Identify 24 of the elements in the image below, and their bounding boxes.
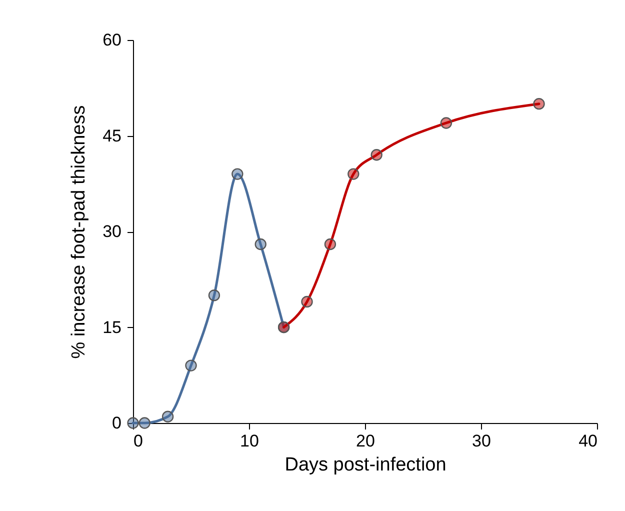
- point: [138, 417, 150, 429]
- y-tick-label: 60: [102, 30, 122, 50]
- point: [254, 238, 266, 250]
- point: [533, 98, 545, 110]
- x-tick-label: 10: [240, 432, 259, 450]
- y-axis-title: % increase foot-pad thickness: [68, 105, 90, 359]
- x-axis-title: Days post-infection: [284, 454, 446, 476]
- point: [162, 410, 174, 422]
- x-tick-label: 30: [472, 432, 491, 450]
- point: [324, 238, 336, 250]
- x-tick-label: 0: [134, 432, 143, 450]
- point: [440, 117, 452, 129]
- point: [370, 149, 382, 161]
- y-tick-label: 45: [102, 126, 122, 146]
- x-tick-label: 20: [356, 432, 375, 450]
- y-tick-label: 15: [102, 318, 122, 337]
- point: [232, 168, 244, 180]
- point: [185, 360, 197, 372]
- x-tick-label: 40: [578, 432, 598, 450]
- y-tick-label: 0: [112, 414, 122, 432]
- point: [348, 168, 360, 180]
- y-tick-label: 30: [102, 222, 122, 241]
- point: [301, 296, 313, 308]
- point: [208, 290, 220, 302]
